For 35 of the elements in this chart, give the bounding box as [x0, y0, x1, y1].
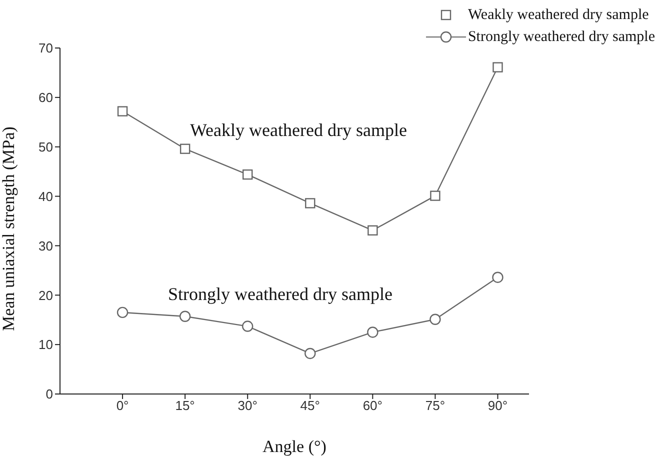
- point: [492, 62, 503, 72]
- annotation: Strongly weathered dry sample: [168, 284, 392, 305]
- point: [180, 144, 190, 154]
- point: [242, 320, 254, 332]
- point: [492, 272, 504, 283]
- point: [368, 225, 378, 236]
- y-tick-label: 10: [38, 337, 53, 352]
- y-tick-label: 70: [38, 40, 53, 56]
- point: [179, 310, 191, 322]
- y-tick-label: 30: [38, 238, 53, 254]
- y-tick-label: 20: [38, 288, 53, 303]
- point: [367, 326, 378, 338]
- legend-label: Strongly weathered dry sample: [468, 28, 655, 46]
- x-tick-label: 60°: [362, 398, 383, 414]
- point: [305, 198, 316, 208]
- x-tick-label: 15°: [175, 398, 195, 414]
- point: [116, 306, 128, 318]
- legend-label: Weakly weathered dry sample: [468, 6, 649, 24]
- point: [304, 348, 316, 360]
- y-tick-label: 60: [38, 90, 53, 106]
- y-tick-label: 50: [38, 139, 53, 154]
- x-tick-label: 75°: [425, 398, 446, 414]
- y-tick-label: 0: [46, 386, 53, 402]
- x-tick-label: 45°: [300, 398, 320, 414]
- y-tick-label: 40: [38, 188, 53, 204]
- x-axis-title: Angle (°): [262, 437, 326, 456]
- x-tick-label: 90°: [488, 398, 508, 414]
- point: [242, 169, 253, 180]
- x-tick-label: 0°: [116, 398, 129, 414]
- x-tick-label: 30°: [238, 398, 258, 414]
- point: [430, 314, 441, 325]
- y-axis-title: Mean uniaxial strength (MPa): [0, 126, 18, 331]
- point: [430, 190, 440, 201]
- point: [117, 106, 128, 116]
- annotation: Weakly weathered dry sample: [190, 120, 407, 141]
